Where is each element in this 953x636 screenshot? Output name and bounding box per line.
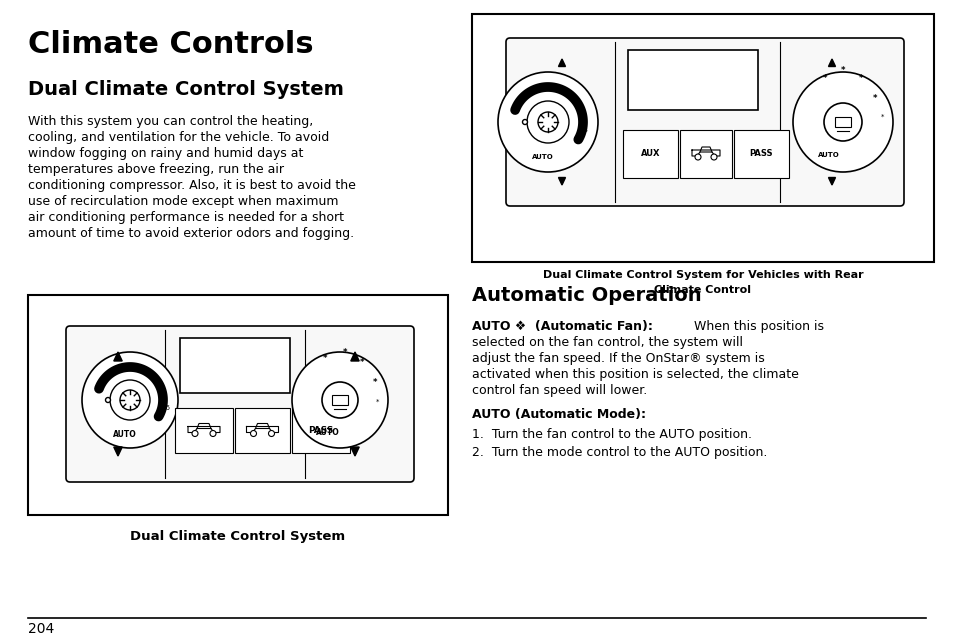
Text: *: * (342, 347, 347, 357)
Bar (28, 295, 448, 515)
Circle shape (823, 103, 862, 141)
Bar (234, 408, 290, 453)
Circle shape (106, 398, 111, 403)
Text: *: * (373, 378, 376, 387)
FancyBboxPatch shape (505, 38, 903, 206)
Text: PASS: PASS (308, 426, 334, 435)
Text: air conditioning performance is needed for a short: air conditioning performance is needed f… (28, 211, 344, 224)
Text: activated when this position is selected, the climate: activated when this position is selected… (472, 368, 798, 381)
Text: AUTO: AUTO (315, 428, 339, 437)
Text: cooling, and ventilation for the vehicle. To avoid: cooling, and ventilation for the vehicle… (28, 131, 329, 144)
Bar (174, 408, 233, 453)
Text: *: * (821, 74, 826, 83)
Circle shape (322, 382, 357, 418)
Polygon shape (558, 59, 565, 67)
Bar (733, 130, 788, 178)
Circle shape (537, 112, 558, 132)
Text: AUTO: AUTO (818, 152, 839, 158)
Text: *: * (858, 74, 862, 83)
Circle shape (522, 120, 527, 125)
Text: temperatures above freezing, run the air: temperatures above freezing, run the air (28, 163, 284, 176)
Text: Dual Climate Control System: Dual Climate Control System (131, 530, 345, 543)
Polygon shape (113, 447, 122, 456)
Text: adjust the fan speed. If the OnStar® system is: adjust the fan speed. If the OnStar® sys… (472, 352, 764, 365)
Text: *: * (375, 399, 379, 405)
Bar (627, 50, 758, 110)
Bar (292, 408, 350, 453)
Text: 1.  Turn the fan control to the AUTO position.: 1. Turn the fan control to the AUTO posi… (472, 428, 751, 441)
Text: 86: 86 (161, 405, 171, 411)
Polygon shape (827, 177, 835, 185)
Text: 86: 86 (580, 127, 588, 132)
Text: selected on the fan control, the system will: selected on the fan control, the system … (472, 336, 742, 349)
Text: use of recirculation mode except when maximum: use of recirculation mode except when ma… (28, 195, 338, 208)
Text: AUTO: AUTO (113, 430, 136, 439)
Text: AUTO ❖  (Automatic Fan):: AUTO ❖ (Automatic Fan): (472, 320, 652, 333)
Bar (834, 117, 850, 127)
Polygon shape (113, 352, 122, 361)
Bar (679, 130, 731, 178)
Text: PASS: PASS (749, 149, 773, 158)
Text: *: * (840, 66, 844, 74)
Circle shape (82, 352, 178, 448)
Circle shape (792, 72, 892, 172)
Text: *: * (881, 114, 883, 120)
Text: conditioning compressor. Also, it is best to avoid the: conditioning compressor. Also, it is bes… (28, 179, 355, 192)
Circle shape (497, 72, 598, 172)
Circle shape (120, 390, 140, 410)
Text: Dual Climate Control System for Vehicles with Rear: Dual Climate Control System for Vehicles… (542, 270, 862, 280)
Circle shape (268, 431, 274, 436)
FancyBboxPatch shape (66, 326, 414, 482)
Bar (622, 130, 678, 178)
Bar (472, 14, 933, 262)
Text: AUX: AUX (640, 149, 659, 158)
Circle shape (292, 352, 388, 448)
Text: control fan speed will lower.: control fan speed will lower. (472, 384, 646, 397)
Text: *: * (322, 354, 327, 363)
Text: window fogging on rainy and humid days at: window fogging on rainy and humid days a… (28, 147, 303, 160)
Polygon shape (351, 352, 359, 361)
Text: *: * (359, 357, 364, 366)
Text: Climate Controls: Climate Controls (28, 30, 314, 59)
Polygon shape (558, 177, 565, 185)
Text: With this system you can control the heating,: With this system you can control the hea… (28, 115, 313, 128)
Polygon shape (351, 447, 359, 456)
Circle shape (526, 101, 568, 143)
Text: *: * (872, 93, 877, 102)
Text: AUTO (Automatic Mode):: AUTO (Automatic Mode): (472, 408, 645, 421)
Text: 2.  Turn the mode control to the AUTO position.: 2. Turn the mode control to the AUTO pos… (472, 446, 766, 459)
Text: AUTO: AUTO (532, 154, 554, 160)
Circle shape (695, 154, 700, 160)
Bar (332, 395, 348, 405)
Text: Climate Control: Climate Control (654, 285, 751, 295)
Circle shape (192, 431, 198, 436)
Circle shape (210, 431, 215, 436)
Circle shape (710, 154, 717, 160)
Bar (180, 338, 290, 393)
Text: amount of time to avoid exterior odors and fogging.: amount of time to avoid exterior odors a… (28, 227, 354, 240)
Text: Dual Climate Control System: Dual Climate Control System (28, 80, 343, 99)
Text: 204: 204 (28, 622, 54, 636)
Text: When this position is: When this position is (685, 320, 823, 333)
Circle shape (251, 431, 256, 436)
Polygon shape (827, 59, 835, 67)
Circle shape (110, 380, 150, 420)
Text: Automatic Operation: Automatic Operation (472, 286, 700, 305)
